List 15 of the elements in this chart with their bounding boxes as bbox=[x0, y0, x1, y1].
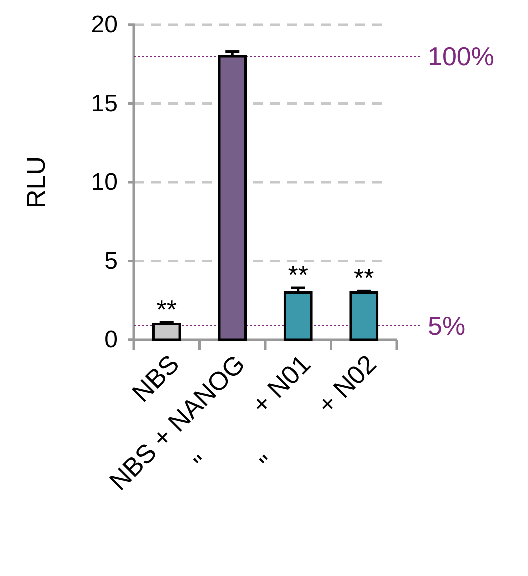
y-tick-label: 0 bbox=[104, 326, 118, 354]
bar bbox=[218, 55, 248, 342]
y-tick-label: 5 bbox=[104, 248, 118, 275]
y-axis-title: RLU bbox=[21, 156, 51, 209]
annotation: ** bbox=[288, 260, 308, 290]
text: 5% bbox=[428, 310, 466, 341]
annotation: ** bbox=[354, 263, 374, 294]
annotation: ** bbox=[156, 294, 177, 325]
text: 100% bbox=[428, 42, 494, 72]
bar bbox=[350, 292, 379, 342]
y-tick-label: 20 bbox=[91, 12, 118, 39]
bar bbox=[284, 292, 313, 342]
bar bbox=[152, 323, 182, 342]
y-tick-label: 15 bbox=[91, 90, 118, 118]
y-tick-label: 10 bbox=[91, 169, 118, 196]
